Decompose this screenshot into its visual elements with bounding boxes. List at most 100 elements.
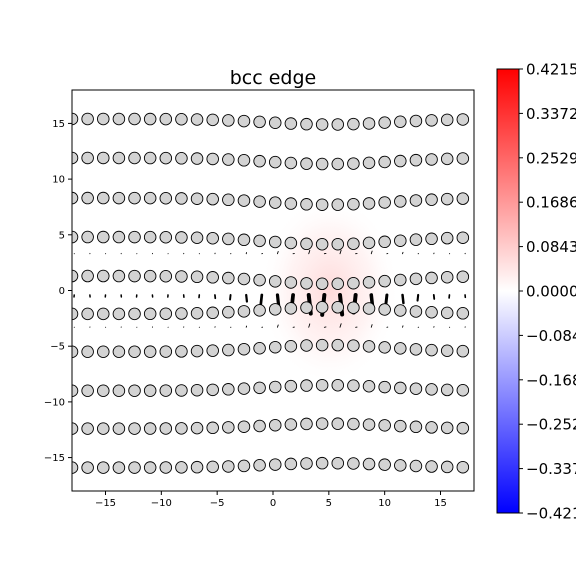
atom-marker [190, 192, 204, 205]
atom-marker [284, 197, 298, 210]
atom-marker [284, 379, 298, 393]
atom-marker [268, 340, 282, 354]
atom-marker [222, 193, 235, 207]
colorbar-tick-label: −0.2529 [526, 416, 576, 434]
atom-marker [190, 152, 204, 165]
atom-marker [159, 230, 173, 244]
atom-marker [237, 272, 251, 286]
atom-marker [409, 233, 423, 246]
atom-marker [175, 307, 188, 320]
y-tick-label: −10 [44, 397, 65, 408]
atom-marker [394, 154, 407, 168]
y-tick-label: 15 [52, 119, 65, 130]
colorbar-gradient [496, 68, 520, 514]
atom-marker [97, 384, 110, 397]
atom-marker [315, 300, 329, 314]
colorbar-tick-label: −0.1686 [526, 371, 576, 389]
atom-marker [81, 112, 94, 126]
atom-marker [97, 345, 110, 359]
atom-marker [128, 230, 141, 244]
atom-marker [190, 383, 204, 397]
atom-marker [347, 379, 360, 392]
atom-marker [206, 271, 219, 284]
atom-marker [97, 307, 110, 321]
atom-marker [128, 151, 141, 165]
x-tick-label: 10 [378, 498, 391, 509]
atom-marker [425, 153, 438, 166]
atom-marker [378, 274, 391, 288]
atom-marker [97, 422, 110, 435]
atom-marker [347, 237, 360, 250]
y-tick-label: 0 [59, 286, 65, 297]
atom-marker [284, 236, 298, 250]
atom-marker [72, 384, 79, 397]
atom-marker [237, 305, 251, 318]
atom-marker [456, 113, 470, 126]
atom-marker [378, 235, 391, 249]
atom-marker [72, 307, 79, 321]
atom-marker [81, 307, 94, 321]
atom-marker [112, 230, 126, 244]
atom-marker [347, 157, 360, 170]
atom-marker [268, 418, 282, 432]
atom-marker [112, 345, 126, 358]
colorbar-tick-label: 0.2529 [526, 149, 576, 167]
atom-marker [315, 198, 329, 211]
atom-marker [362, 156, 376, 170]
x-tick-label: −5 [210, 498, 225, 509]
atom-marker [81, 269, 94, 283]
atom-marker [394, 115, 407, 129]
atom-marker [112, 151, 126, 165]
atom-marker [143, 384, 157, 397]
atom-marker [81, 422, 94, 435]
atom-marker [128, 345, 141, 358]
atom-marker [222, 153, 235, 166]
atom-marker [362, 276, 376, 289]
atom-marker [347, 117, 360, 131]
atom-marker [409, 343, 423, 356]
atom-marker [394, 304, 407, 317]
atom-marker [159, 422, 173, 435]
atom-marker [315, 417, 329, 430]
atom-marker [315, 118, 329, 131]
atom-marker [300, 417, 313, 431]
atom-marker [253, 195, 266, 208]
atom-marker [175, 345, 188, 358]
atom-marker [143, 269, 157, 283]
atom-marker [206, 192, 219, 206]
atom-marker [315, 378, 329, 392]
atom-marker [143, 112, 157, 126]
y-tick-label: 5 [59, 230, 65, 241]
atom-marker [440, 270, 454, 284]
atom-marker [268, 458, 282, 471]
atom-marker [425, 343, 438, 357]
atom-marker [253, 419, 266, 433]
atom-marker [128, 422, 141, 435]
x-axis: −15 −10 −5 0 5 10 15 [95, 491, 447, 509]
colorbar-tick-label: 0.0000 [526, 283, 576, 301]
atom-marker [362, 340, 376, 353]
atom-marker [409, 459, 423, 473]
atom-marker [300, 157, 313, 170]
atom-marker [175, 384, 188, 397]
atom-marker [331, 237, 345, 251]
atom-marker [253, 154, 266, 168]
colorbar-ticks: 0.4215 0.3372 0.2529 0.1686 0.0843 0.0000 −0.0… [519, 61, 576, 523]
colorbar-tick-label: 0.3372 [526, 105, 576, 123]
atom-marker [237, 233, 251, 247]
atom-marker [284, 418, 298, 431]
atom-marker [315, 277, 329, 291]
atom-marker [315, 237, 329, 251]
atom-marker [378, 419, 391, 432]
atom-marker [237, 154, 251, 167]
atom-marker [97, 230, 110, 244]
atom-marker [300, 457, 313, 470]
atom-marker [175, 113, 188, 126]
atom-marker [97, 461, 110, 474]
atom-marker [456, 460, 470, 474]
atom-marker [362, 380, 376, 393]
displacement-arrow [259, 293, 264, 306]
displacement-arrow [416, 293, 420, 302]
atom-marker [81, 461, 94, 474]
atom-marker [315, 157, 329, 171]
